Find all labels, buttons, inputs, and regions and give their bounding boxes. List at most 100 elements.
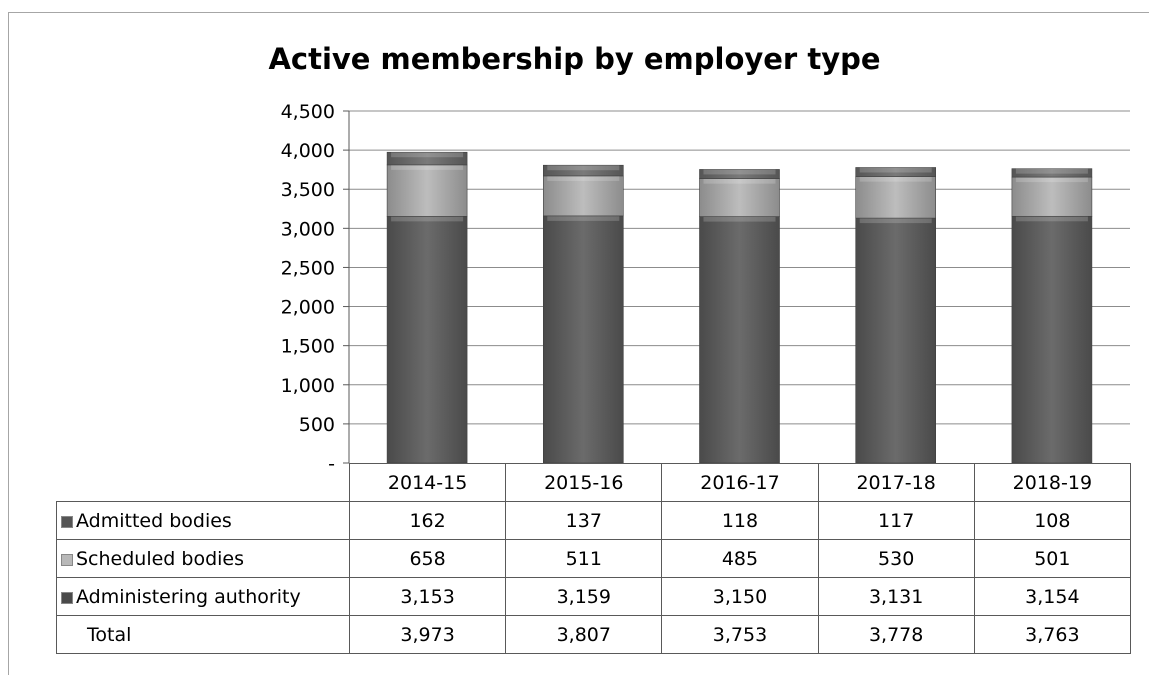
y-tick-label: 1,000 (281, 375, 335, 397)
total-value-text: 3,807 (556, 623, 611, 646)
bar-segment (855, 176, 937, 219)
data-label: 658 (348, 539, 507, 578)
data-label: 501 (973, 539, 1131, 578)
bar-bevel (703, 178, 776, 184)
x-tick-label-text: 2017-18 (856, 471, 936, 494)
bar-bevel (859, 176, 932, 182)
total-label-text: Total (87, 623, 132, 646)
data-label: 3,159 (505, 577, 663, 616)
total-value-text: 3,753 (712, 623, 768, 646)
legend-entry-text: Scheduled bodies (76, 547, 245, 570)
bar-bevel (1015, 216, 1088, 222)
data-label-text: 137 (565, 509, 602, 532)
bar-segment (699, 178, 780, 217)
data-table: 2014-15 2015-16 2016-17 2017-18 2018-19 Admit… (56, 463, 1131, 654)
table-row: Admitted bodies 162 137 118 117 108 (56, 501, 1131, 540)
bar-segment (699, 169, 780, 179)
chart-plot: -5001,0001,5002,0002,5003,0003,5004,0004… (281, 101, 1130, 475)
total-value: 3,763 (973, 615, 1131, 654)
total-value-text: 3,778 (868, 623, 924, 646)
bar-segment (386, 164, 468, 217)
x-tick-label: 2015-16 (505, 463, 663, 502)
x-tick-label: 2017-18 (817, 463, 975, 502)
y-tick-label: 1,500 (281, 336, 335, 358)
x-tick-label: 2014-15 (348, 463, 507, 502)
data-label: 108 (973, 501, 1131, 540)
bar-bevel (703, 169, 776, 175)
data-label-text: 118 (721, 509, 759, 532)
y-tick-label: 2,500 (281, 257, 335, 279)
data-label-text: 3,159 (556, 585, 611, 608)
total-value: 3,753 (661, 615, 819, 654)
data-label: 530 (817, 539, 975, 578)
bar-bevel (1015, 168, 1088, 174)
bar-bevel (391, 152, 464, 158)
legend-entry-text: Administering authority (76, 585, 301, 608)
bar-bevel (859, 167, 932, 173)
bar-segment (855, 217, 937, 464)
table-row: Scheduled bodies 658 511 485 530 501 (56, 539, 1131, 578)
bar-bevel (391, 216, 464, 222)
legend-swatch-icon (61, 591, 73, 604)
table-corner (56, 463, 350, 502)
y-tick-label: 4,000 (281, 140, 335, 162)
data-label-text: 511 (565, 547, 602, 570)
bar-segment (542, 215, 624, 464)
data-label: 162 (348, 501, 507, 540)
data-label: 3,153 (348, 577, 507, 616)
data-label-text: 3,154 (1025, 585, 1080, 608)
total-value-text: 3,973 (400, 623, 455, 646)
y-tick-label: 2,000 (281, 297, 335, 319)
data-label-text: 485 (721, 547, 759, 570)
data-label-text: 658 (409, 547, 446, 570)
chart-frame (8, 12, 1149, 675)
y-tick-label: 3,500 (281, 179, 335, 201)
data-label-text: 117 (878, 509, 915, 532)
data-label-text: 501 (1034, 547, 1071, 570)
data-label: 511 (505, 539, 663, 578)
bar-segment (386, 151, 468, 166)
total-value: 3,778 (817, 615, 975, 654)
data-label: 117 (817, 501, 975, 540)
bar-segment (855, 167, 937, 177)
data-label: 3,150 (661, 577, 819, 616)
y-tick-label: 500 (299, 414, 335, 436)
x-tick-label-text: 2018-19 (1012, 471, 1093, 494)
data-label: 3,131 (817, 577, 975, 616)
data-label-text: 108 (1034, 509, 1071, 532)
data-label: 137 (505, 501, 663, 540)
x-tick-label-text: 2014-15 (387, 471, 468, 494)
legend-entry: Scheduled bodies (56, 539, 350, 578)
data-label: 118 (661, 501, 819, 540)
data-label-text: 3,131 (868, 585, 924, 608)
bar-bevel (391, 164, 464, 170)
data-label-text: 3,150 (712, 585, 768, 608)
bar-bevel (703, 216, 776, 222)
table-total-row: Total 3,973 3,807 3,753 3,778 3,763 (56, 615, 1131, 654)
bar-segment (1011, 168, 1093, 178)
data-label: 3,154 (973, 577, 1131, 616)
bar-bevel (547, 215, 620, 221)
total-value-text: 3,763 (1025, 623, 1080, 646)
bar-segment (386, 216, 468, 464)
bar-bevel (1015, 177, 1088, 183)
bar-segment (1011, 176, 1093, 217)
bar-segment (699, 216, 780, 464)
bar-bevel (547, 165, 620, 171)
chart-title: Active membership by employer type (268, 42, 881, 76)
bar-bevel (547, 175, 620, 181)
data-label-text: 530 (878, 547, 915, 570)
total-value: 3,807 (505, 615, 663, 654)
table-header-row: 2014-15 2015-16 2016-17 2017-18 2018-19 (56, 463, 1131, 502)
y-tick-label: 4,500 (281, 101, 335, 123)
bar-segment (542, 175, 624, 217)
total-label: Total (56, 615, 350, 654)
x-tick-label-text: 2015-16 (544, 471, 624, 494)
bar-bevel (859, 218, 932, 224)
legend-entry: Admitted bodies (56, 501, 350, 540)
data-label-text: 162 (409, 509, 446, 532)
legend-swatch-icon (61, 515, 73, 528)
x-tick-label-text: 2016-17 (700, 471, 780, 494)
legend-entry: Administering authority (56, 577, 350, 616)
x-tick-label: 2016-17 (661, 463, 819, 502)
